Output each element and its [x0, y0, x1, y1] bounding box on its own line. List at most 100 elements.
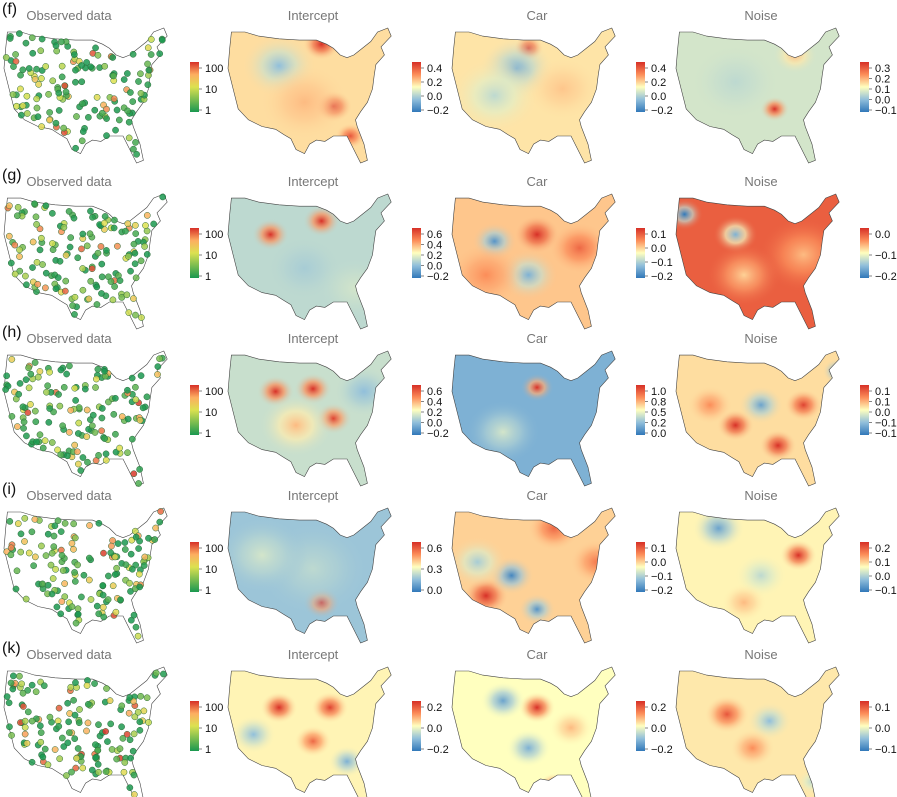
colorbar — [190, 228, 199, 278]
station-point — [74, 561, 81, 569]
station-point — [53, 603, 61, 611]
station-point — [106, 697, 114, 704]
station-point — [42, 63, 50, 70]
station-point — [78, 245, 85, 253]
station-point — [143, 251, 151, 258]
station-point — [89, 422, 96, 430]
station-point — [18, 111, 25, 119]
colorbar-tick-label: 0.1 — [875, 386, 890, 398]
station-point — [92, 375, 100, 383]
hotspot — [259, 64, 350, 141]
station-point — [95, 610, 103, 618]
station-point — [120, 768, 128, 776]
station-point — [125, 309, 133, 317]
panel-title: Observed data — [26, 174, 112, 189]
hotspot — [311, 691, 349, 724]
colorbar-tick-label: 0.2 — [651, 418, 666, 430]
station-point — [88, 265, 96, 273]
station-point — [30, 562, 37, 570]
station-point — [13, 102, 20, 110]
station-point — [83, 242, 91, 250]
station-point — [24, 409, 32, 416]
colorbar-tick-label: −0.2 — [651, 585, 673, 597]
us-outline — [451, 666, 616, 797]
station-point — [21, 515, 29, 522]
station-point — [52, 119, 60, 127]
station-point — [61, 580, 68, 587]
station-point — [46, 116, 53, 124]
station-point — [37, 738, 45, 746]
station-point — [67, 406, 75, 414]
station-point — [85, 295, 93, 303]
station-point — [89, 213, 96, 221]
station-point — [107, 278, 115, 285]
station-point — [23, 739, 31, 747]
station-point — [128, 374, 136, 382]
station-point — [37, 47, 45, 55]
hotspot — [527, 508, 581, 551]
panel-title: Car — [527, 8, 549, 23]
station-point — [64, 739, 72, 747]
station-point — [94, 51, 102, 59]
station-point — [14, 520, 22, 527]
station-point — [132, 383, 139, 391]
station-point — [100, 549, 107, 557]
station-point — [85, 576, 93, 584]
station-point — [22, 272, 29, 280]
station-point — [69, 302, 76, 309]
station-point — [98, 405, 106, 412]
station-point — [78, 62, 85, 69]
station-point — [140, 562, 148, 569]
colorbar-tick-label: −0.1 — [651, 571, 673, 583]
station-point — [142, 222, 149, 229]
station-point — [65, 428, 73, 436]
station-point — [11, 270, 19, 278]
station-point — [85, 554, 93, 562]
station-point — [159, 193, 167, 201]
station-point — [17, 85, 24, 93]
station-point — [130, 771, 138, 779]
colorbar-tick-label: 0.0 — [427, 418, 442, 430]
station-point — [83, 406, 91, 414]
station-point — [126, 784, 134, 792]
row-label: (g) — [2, 167, 22, 184]
colorbar-tick-label: 0.0 — [651, 723, 666, 735]
station-point — [42, 202, 50, 210]
station-point — [94, 746, 102, 754]
station-point — [132, 533, 140, 541]
station-point — [12, 51, 19, 58]
station-point — [118, 413, 126, 420]
hotspot — [260, 691, 298, 724]
station-point — [72, 764, 80, 772]
station-point — [87, 207, 94, 215]
station-point — [95, 451, 102, 459]
colorbar-tick-label: 0.4 — [427, 240, 442, 252]
station-point — [70, 545, 77, 553]
station-point — [29, 238, 37, 246]
station-point — [84, 458, 91, 466]
station-point — [127, 754, 134, 762]
surface — [452, 194, 616, 329]
station-point — [16, 380, 24, 387]
station-point — [23, 110, 31, 117]
us-outline — [675, 193, 840, 330]
station-point — [75, 719, 83, 727]
colorbar-tick-label: 0.0 — [427, 723, 442, 735]
panel-map-3: Noise 0.0 −0.1 −0.2 — [675, 174, 897, 330]
station-point — [103, 247, 110, 254]
station-point — [29, 264, 36, 271]
station-point — [28, 681, 36, 689]
hotspot — [687, 385, 733, 425]
station-point — [16, 30, 23, 37]
station-point — [32, 418, 40, 426]
colorbar — [860, 701, 869, 751]
station-point — [22, 376, 30, 384]
colorbar-tick-label: 10 — [205, 564, 217, 576]
station-point — [56, 402, 64, 410]
panel-title: Intercept — [288, 8, 339, 23]
station-point — [12, 585, 20, 593]
colorbar — [190, 701, 199, 751]
station-point — [87, 277, 95, 285]
station-point — [110, 95, 118, 103]
hotspot — [452, 243, 524, 307]
